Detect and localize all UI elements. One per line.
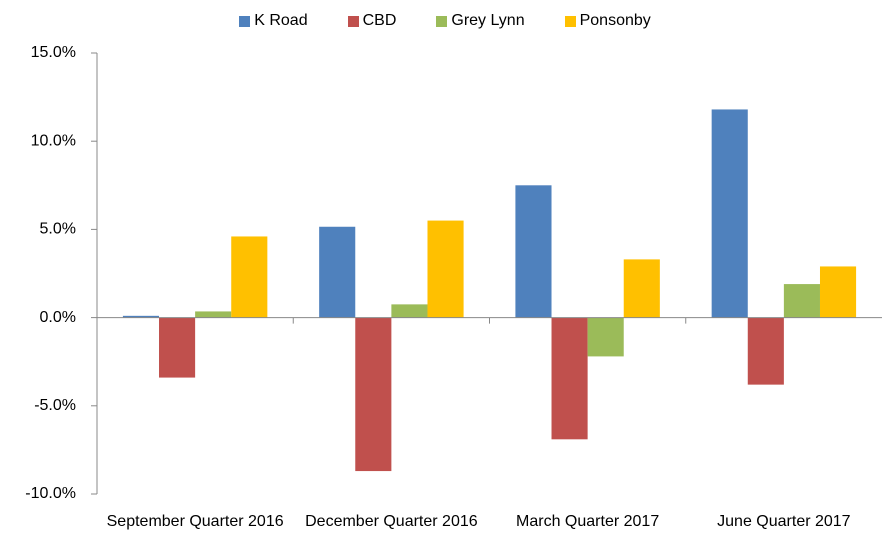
- legend-swatch: [436, 15, 448, 27]
- y-tick-label: 15.0%: [31, 44, 76, 61]
- x-tick-label: September Quarter 2016: [106, 513, 284, 530]
- bar: [122, 315, 160, 318]
- legend-item: K Road: [239, 12, 308, 30]
- y-tick-label: 10.0%: [31, 132, 76, 149]
- x-tick-label: March Quarter 2017: [516, 513, 660, 530]
- bar: [231, 236, 268, 318]
- legend-label: CBD: [362, 12, 397, 29]
- legend-item: CBD: [347, 12, 397, 30]
- legend-swatch: [239, 15, 251, 27]
- bar: [551, 317, 588, 440]
- bar: [391, 304, 428, 318]
- legend-swatch: [564, 15, 576, 27]
- legend-label: Ponsonby: [579, 12, 651, 29]
- x-tick-label: June Quarter 2017: [717, 513, 851, 530]
- legend: K Road CBD Grey Lynn Ponsonby: [0, 12, 890, 30]
- bar: [819, 266, 857, 318]
- bar: [623, 259, 660, 318]
- bar: [711, 109, 748, 318]
- y-tick-label: 0.0%: [40, 309, 76, 326]
- y-tick-label: 5.0%: [40, 221, 76, 238]
- bar: [515, 185, 552, 318]
- x-tick-label: December Quarter 2016: [305, 513, 478, 530]
- bar: [319, 226, 356, 318]
- legend-label: K Road: [254, 12, 308, 29]
- legend-label: Grey Lynn: [451, 12, 525, 29]
- legend-item: Grey Lynn: [436, 12, 525, 30]
- bar: [587, 317, 624, 357]
- legend-swatch: [347, 15, 359, 27]
- bar: [195, 311, 232, 318]
- legend-item: Ponsonby: [564, 12, 651, 30]
- bar: [159, 317, 196, 378]
- bar: [783, 284, 820, 318]
- y-tick-label: -10.0%: [25, 485, 76, 502]
- bar: [747, 317, 784, 385]
- y-tick-label: -5.0%: [34, 397, 76, 414]
- bar: [427, 220, 464, 318]
- bar: [355, 317, 392, 472]
